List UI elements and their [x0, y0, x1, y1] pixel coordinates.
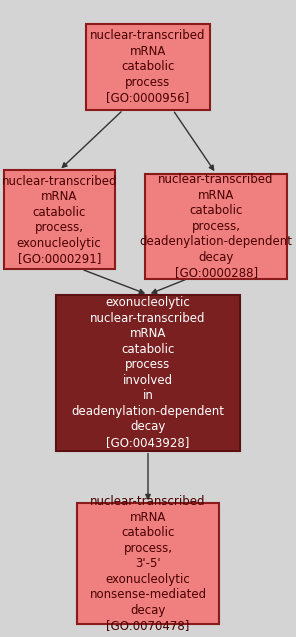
FancyBboxPatch shape: [145, 173, 287, 279]
FancyBboxPatch shape: [86, 24, 210, 110]
Text: nuclear-transcribed
mRNA
catabolic
process,
deadenylation-dependent
decay
[GO:00: nuclear-transcribed mRNA catabolic proce…: [140, 173, 292, 279]
FancyBboxPatch shape: [4, 170, 115, 269]
Text: nuclear-transcribed
mRNA
catabolic
process,
exonucleolytic
[GO:0000291]: nuclear-transcribed mRNA catabolic proce…: [1, 175, 117, 265]
Text: exonucleolytic
nuclear-transcribed
mRNA
catabolic
process
involved
in
deadenylat: exonucleolytic nuclear-transcribed mRNA …: [72, 296, 224, 449]
Text: nuclear-transcribed
mRNA
catabolic
process
[GO:0000956]: nuclear-transcribed mRNA catabolic proce…: [90, 29, 206, 104]
FancyBboxPatch shape: [77, 503, 219, 624]
FancyBboxPatch shape: [56, 294, 240, 451]
Text: nuclear-transcribed
mRNA
catabolic
process,
3'-5'
exonucleolytic
nonsense-mediat: nuclear-transcribed mRNA catabolic proce…: [89, 495, 207, 633]
